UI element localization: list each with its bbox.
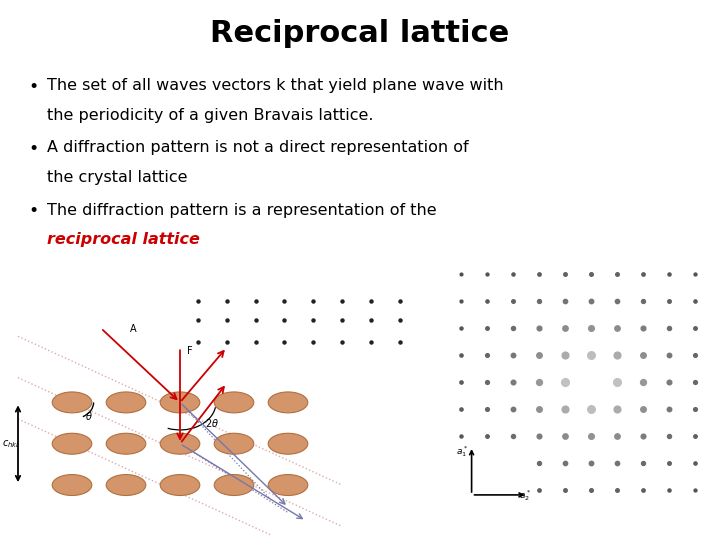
Text: $2\theta$: $2\theta$ (205, 417, 219, 429)
Text: the crystal lattice: the crystal lattice (47, 170, 187, 185)
Text: $a_2^*$: $a_2^*$ (519, 488, 531, 503)
FancyBboxPatch shape (450, 441, 530, 505)
Ellipse shape (53, 392, 92, 413)
Ellipse shape (53, 475, 92, 496)
Ellipse shape (160, 475, 200, 496)
Ellipse shape (107, 475, 145, 496)
Ellipse shape (107, 392, 145, 413)
Ellipse shape (268, 392, 308, 413)
Text: $a_1^*$: $a_1^*$ (456, 444, 468, 458)
Text: A diffraction pattern is not a direct representation of: A diffraction pattern is not a direct re… (47, 140, 469, 156)
Text: reciprocal lattice: reciprocal lattice (47, 232, 199, 247)
Ellipse shape (160, 392, 200, 413)
Text: •: • (29, 140, 39, 158)
Text: The diffraction pattern is a representation of the: The diffraction pattern is a representat… (47, 202, 436, 218)
Text: F: F (187, 346, 193, 355)
Ellipse shape (107, 433, 145, 454)
Text: •: • (29, 202, 39, 220)
Text: $c_{hkl}$: $c_{hkl}$ (1, 438, 19, 450)
Ellipse shape (215, 475, 254, 496)
Text: A: A (130, 323, 136, 334)
Ellipse shape (160, 433, 200, 454)
Text: $\theta$: $\theta$ (85, 410, 92, 422)
Ellipse shape (215, 392, 254, 413)
Text: •: • (29, 78, 39, 96)
Ellipse shape (215, 433, 254, 454)
Text: The set of all waves vectors k that yield plane wave with: The set of all waves vectors k that yiel… (47, 78, 503, 93)
Ellipse shape (53, 433, 92, 454)
Ellipse shape (268, 433, 308, 454)
Text: the periodicity of a given Bravais lattice.: the periodicity of a given Bravais latti… (47, 108, 373, 123)
Ellipse shape (268, 475, 308, 496)
Text: Reciprocal lattice: Reciprocal lattice (210, 19, 510, 48)
